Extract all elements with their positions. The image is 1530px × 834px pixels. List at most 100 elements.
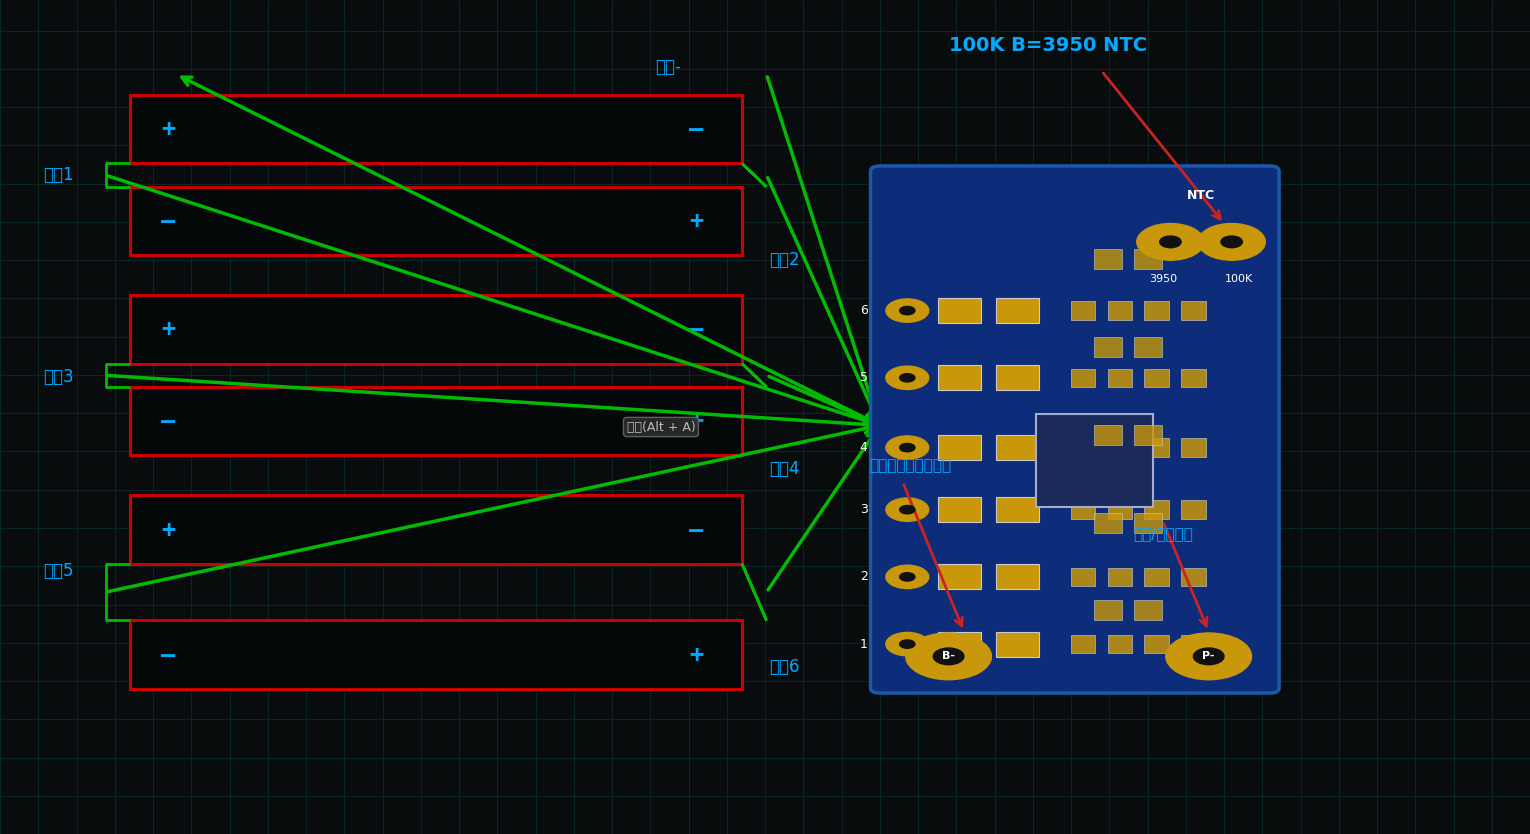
Bar	[1108, 500, 1132, 519]
Circle shape	[900, 505, 915, 514]
Bar	[1071, 635, 1095, 653]
Text: 连接3: 连接3	[43, 368, 73, 386]
Text: –: –	[688, 118, 704, 141]
Bar	[996, 435, 1039, 460]
Bar	[1181, 568, 1206, 586]
Bar	[996, 497, 1039, 522]
Bar	[1108, 635, 1132, 653]
Bar	[1094, 249, 1121, 269]
Circle shape	[1166, 633, 1252, 680]
Bar	[130, 295, 742, 364]
Text: 3: 3	[860, 503, 868, 516]
Text: 4: 4	[860, 441, 868, 454]
Text: 2: 2	[860, 570, 868, 583]
Bar	[1071, 369, 1095, 387]
Text: +: +	[688, 409, 704, 433]
Text: 连接5: 连接5	[43, 562, 73, 580]
Bar	[130, 187, 742, 255]
Bar	[1134, 600, 1161, 620]
Text: +: +	[688, 643, 704, 666]
Bar	[1144, 439, 1169, 457]
Text: +: +	[688, 209, 704, 233]
Circle shape	[900, 444, 915, 452]
Circle shape	[906, 633, 991, 680]
Text: +: +	[161, 518, 176, 541]
Bar	[1144, 568, 1169, 586]
Bar	[1181, 439, 1206, 457]
Bar	[1144, 500, 1169, 519]
Bar	[938, 365, 981, 390]
Bar	[996, 365, 1039, 390]
Circle shape	[886, 436, 929, 460]
Text: 连接4: 连接4	[770, 460, 800, 478]
Bar	[1071, 568, 1095, 586]
Circle shape	[900, 374, 915, 382]
Bar	[1134, 425, 1161, 445]
Circle shape	[1160, 236, 1181, 248]
Circle shape	[886, 632, 929, 656]
Bar	[1134, 513, 1161, 533]
Bar	[1181, 500, 1206, 519]
Bar	[1108, 301, 1132, 319]
Circle shape	[900, 306, 915, 314]
Bar	[1071, 439, 1095, 457]
Text: –: –	[161, 409, 176, 433]
Bar	[1094, 425, 1121, 445]
Bar	[1108, 369, 1132, 387]
Circle shape	[1198, 224, 1265, 260]
Text: 截图(Alt + A): 截图(Alt + A)	[627, 420, 695, 434]
Bar	[1144, 301, 1169, 319]
Circle shape	[900, 573, 915, 581]
Text: 3950: 3950	[1149, 274, 1177, 284]
Text: 5: 5	[860, 371, 868, 384]
Text: 6: 6	[860, 304, 868, 317]
Bar	[130, 620, 742, 689]
Text: NTC: NTC	[1187, 189, 1215, 203]
Text: –: –	[161, 643, 176, 666]
Bar	[1094, 337, 1121, 357]
Circle shape	[900, 640, 915, 648]
Circle shape	[1137, 224, 1204, 260]
FancyBboxPatch shape	[871, 166, 1279, 693]
Text: –: –	[688, 518, 704, 541]
Bar	[938, 631, 981, 656]
Text: 100K B=3950 NTC: 100K B=3950 NTC	[949, 37, 1148, 55]
Bar	[1134, 249, 1161, 269]
Text: 100K: 100K	[1226, 274, 1253, 284]
Text: –: –	[161, 209, 176, 233]
Bar	[130, 387, 742, 455]
Bar	[130, 95, 742, 163]
Text: 连接2: 连接2	[770, 251, 800, 269]
Circle shape	[886, 498, 929, 521]
Text: –: –	[688, 318, 704, 341]
Bar	[996, 631, 1039, 656]
Bar	[130, 495, 742, 564]
Bar	[996, 298, 1039, 323]
Circle shape	[886, 565, 929, 589]
Bar	[938, 497, 981, 522]
Bar	[938, 435, 981, 460]
Bar	[1181, 301, 1206, 319]
Text: +: +	[161, 118, 176, 141]
Text: 粗线连接电池总负极: 粗线连接电池总负极	[869, 458, 952, 473]
Bar	[938, 298, 981, 323]
Bar	[1108, 568, 1132, 586]
Circle shape	[1221, 236, 1242, 248]
Bar	[938, 565, 981, 590]
Text: 连接1: 连接1	[43, 166, 73, 184]
Text: +: +	[161, 318, 176, 341]
Bar	[1181, 369, 1206, 387]
Text: 输出/充电负极: 输出/充电负极	[1132, 526, 1193, 541]
Circle shape	[1193, 648, 1224, 665]
Bar	[1108, 439, 1132, 457]
Bar	[1144, 635, 1169, 653]
Bar	[1071, 500, 1095, 519]
Bar	[1071, 301, 1095, 319]
Text: 连接6: 连接6	[770, 658, 800, 676]
Text: P-: P-	[1203, 651, 1215, 661]
Bar	[1181, 635, 1206, 653]
Bar	[1094, 600, 1121, 620]
Bar	[1144, 369, 1169, 387]
Circle shape	[933, 648, 964, 665]
Bar	[1094, 513, 1121, 533]
